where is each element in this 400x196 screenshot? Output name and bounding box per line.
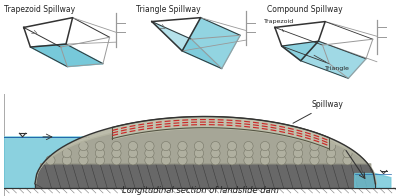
Circle shape [310,156,319,165]
Circle shape [343,156,352,165]
Circle shape [293,142,303,151]
Circle shape [260,142,270,151]
Circle shape [128,142,138,151]
Circle shape [145,149,154,158]
Circle shape [244,156,253,165]
Polygon shape [4,137,84,188]
Circle shape [95,156,104,165]
Circle shape [161,142,170,151]
Circle shape [178,149,187,158]
Circle shape [326,149,336,158]
Circle shape [310,142,319,151]
Circle shape [128,149,138,158]
Circle shape [79,142,88,151]
Circle shape [161,149,170,158]
Polygon shape [355,174,391,188]
Polygon shape [282,41,318,61]
Circle shape [227,149,237,158]
Polygon shape [301,41,366,78]
Circle shape [260,156,270,165]
Circle shape [227,142,237,151]
Circle shape [211,149,220,158]
Circle shape [277,156,286,165]
Text: Triangle: Triangle [314,55,350,71]
Circle shape [178,142,187,151]
Circle shape [244,142,253,151]
Circle shape [227,156,237,165]
Text: Compound Spillway: Compound Spillway [267,5,342,14]
Circle shape [194,149,204,158]
Circle shape [112,142,121,151]
Circle shape [46,156,55,165]
Text: Spillway: Spillway [293,100,343,123]
Circle shape [293,149,303,158]
Circle shape [112,149,121,158]
Circle shape [293,156,303,165]
Circle shape [95,149,104,158]
Circle shape [194,142,204,151]
Circle shape [277,142,286,151]
Circle shape [211,156,220,165]
Circle shape [95,142,104,151]
Text: Longitudinal section of landslide dam: Longitudinal section of landslide dam [122,186,278,195]
Polygon shape [182,18,240,69]
Circle shape [79,156,88,165]
Circle shape [178,156,187,165]
Circle shape [343,149,352,158]
Circle shape [326,156,336,165]
Polygon shape [152,22,222,69]
Circle shape [277,149,286,158]
Circle shape [194,156,204,165]
Text: Triangle Spillway: Triangle Spillway [136,5,200,14]
Polygon shape [30,44,103,67]
Circle shape [62,156,72,165]
Circle shape [326,142,336,151]
Text: Trapezoid: Trapezoid [264,19,294,32]
Text: Trapezoid Spillway: Trapezoid Spillway [4,5,75,14]
Circle shape [79,149,88,158]
Circle shape [62,149,72,158]
Circle shape [310,149,319,158]
Circle shape [128,156,138,165]
Polygon shape [30,44,103,67]
Circle shape [112,156,121,165]
Circle shape [260,149,270,158]
Circle shape [161,156,170,165]
Circle shape [211,142,220,151]
Circle shape [145,142,154,151]
Circle shape [145,156,154,165]
Circle shape [244,149,253,158]
